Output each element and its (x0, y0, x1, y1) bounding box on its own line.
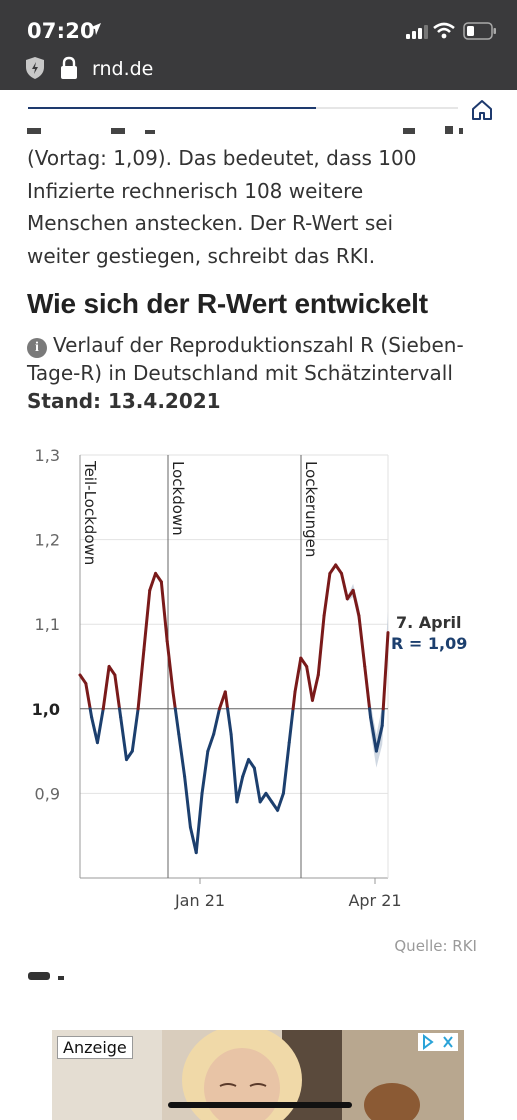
wifi-icon (433, 22, 455, 39)
series-line-segment (90, 715, 99, 745)
y-tick-label: 1,0 (32, 700, 60, 719)
series-line-segment (235, 774, 245, 804)
event-label: Lockerungen (302, 461, 320, 557)
reading-progress-fill (28, 107, 317, 109)
x-tick-label: Apr 21 (348, 891, 401, 910)
y-tick-label: 1,3 (35, 446, 60, 465)
series-line-segment (154, 571, 163, 584)
paragraph-line: Menschen anstecken. Der R-Wert sei (27, 211, 394, 235)
series-line-segment (95, 707, 105, 745)
paragraph-line: (Vortag: 1,09). Das bedeutet, dass 100 (27, 146, 417, 170)
series-line-segment (223, 690, 230, 711)
chart-description-text: Verlauf der Reproduktionszahl R (Sieben-… (27, 333, 464, 385)
series-line-segment (316, 614, 326, 677)
series-line-segment (328, 563, 338, 575)
chart-stand-date: Stand: 13.4.2021 (27, 389, 221, 413)
series-line-segment (194, 791, 204, 855)
status-bar: 07:20 rnd.de (0, 0, 517, 90)
series-line-segment (177, 732, 187, 778)
chart-source: Quelle: RKI (394, 937, 477, 955)
home-indicator (168, 1102, 352, 1108)
reading-progress-bar (28, 107, 458, 109)
y-tick-label: 0,9 (35, 784, 60, 803)
series-line-segment (310, 673, 320, 702)
section-heading: Wie sich der R-Wert entwickelt (27, 288, 428, 319)
url-domain[interactable]: rnd.de (92, 58, 154, 80)
annotation-value: R = 1,09 (391, 634, 467, 653)
series-line-segment (340, 571, 349, 601)
series-line-segment (276, 791, 285, 812)
series-line-segment (374, 724, 384, 753)
series-line-segment (241, 758, 251, 778)
battery-icon (463, 22, 496, 40)
series-line-segment (136, 648, 146, 711)
series-line-segment (148, 571, 158, 592)
series-line-segment (165, 639, 175, 694)
home-icon[interactable] (470, 98, 494, 122)
event-label: Lockdown (169, 461, 187, 536)
series-line-segment (381, 631, 390, 711)
series-line-segment (212, 707, 221, 736)
series-line-segment (183, 774, 192, 829)
series-line-segment (78, 673, 88, 685)
event-label: Teil-Lockdown (81, 460, 99, 565)
lock-icon (61, 56, 77, 79)
clipped-text-line (28, 972, 64, 980)
series-line-segment (130, 707, 140, 753)
series-line-segment (363, 665, 372, 711)
r-value-chart: 1,3 1,2 1,1 1,0 0,9 Teil-Lockdown Lockdown Lock… (32, 446, 468, 910)
series-line-segment (229, 732, 239, 804)
series-line-segment (107, 665, 117, 677)
series-line-segment (281, 741, 291, 795)
series-line-segment (287, 707, 295, 745)
y-tick-label: 1,1 (35, 615, 60, 634)
clock: 07:20 (27, 19, 95, 43)
series-line-segment (171, 690, 177, 711)
series-line-segment (258, 791, 268, 804)
y-tick-label: 1,2 (35, 531, 60, 550)
privacy-shield-icon[interactable] (25, 56, 45, 80)
series-line-segment (226, 707, 233, 736)
series-line-segment (113, 673, 122, 711)
series-line-segment (173, 707, 181, 736)
series-line-segment (252, 766, 262, 804)
series-line-segment (334, 563, 344, 575)
series-line-segment (247, 758, 256, 770)
url-bar[interactable]: rnd.de (0, 52, 517, 86)
series-line-segment (200, 749, 210, 795)
series-line-segment (299, 656, 309, 668)
paragraph-line: Infizierte rechnerisch 108 weitere (27, 178, 364, 203)
adchoices-close-icon[interactable] (418, 1033, 458, 1051)
cellular-signal-icon (406, 25, 428, 39)
series-line-segment (305, 665, 314, 702)
series-line-segment (322, 571, 332, 618)
series-line-segment (124, 749, 134, 762)
series-line-segment (142, 588, 152, 652)
series-line-segment (357, 614, 367, 668)
series-line-segment (119, 715, 128, 762)
x-tick-label: Jan 21 (174, 891, 225, 910)
series-line-segment (101, 665, 111, 711)
series-line-segment (264, 791, 274, 804)
annotation-date: 7. April (396, 613, 461, 632)
series-line-segment (293, 656, 303, 694)
clipped-text-line (27, 126, 463, 134)
series-line-segment (206, 732, 216, 753)
series-line-segment (369, 715, 378, 753)
paragraph-line: weiter gestiegen, schreibt das RKI. (27, 243, 376, 268)
chart-description: i Verlauf der Reproduktionszahl R (Sieben… (27, 331, 497, 415)
ad-label: Anzeige (57, 1036, 133, 1059)
location-arrow-icon (89, 23, 101, 35)
series-line-segment (351, 588, 361, 618)
series-line-segment (84, 681, 92, 711)
article-paragraph: (Vortag: 1,09). Das bedeutet, dass 100 I… (27, 142, 497, 272)
series-line-segment (291, 690, 297, 711)
info-icon[interactable]: i (27, 338, 47, 358)
series-line-segment (380, 707, 385, 728)
series-line-segment (159, 580, 169, 643)
